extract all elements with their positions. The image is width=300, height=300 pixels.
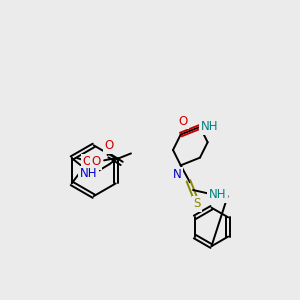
Text: NH: NH <box>209 188 226 201</box>
Text: NH: NH <box>200 120 218 134</box>
Text: O: O <box>82 155 92 168</box>
Text: N: N <box>172 168 181 181</box>
Text: O: O <box>105 139 114 152</box>
Text: O: O <box>178 115 187 128</box>
Text: NH: NH <box>80 167 98 180</box>
Text: O: O <box>92 155 101 168</box>
Text: S: S <box>193 197 201 210</box>
